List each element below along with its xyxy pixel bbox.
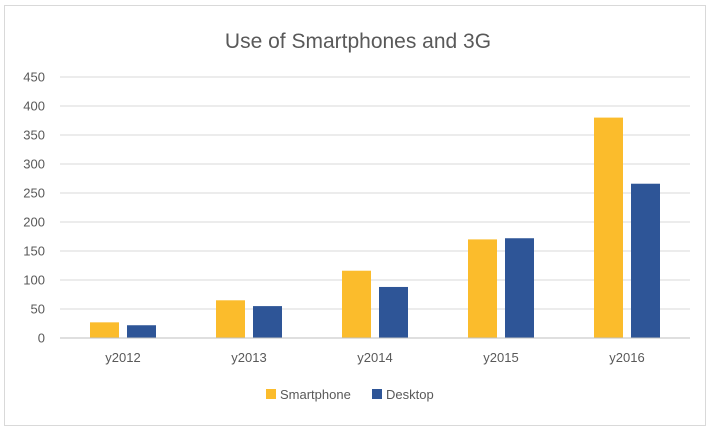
legend-label-smartphone: Smartphone bbox=[280, 387, 351, 402]
y-axis-ticks: 0 50 100 150 200 250 300 350 400 450 bbox=[23, 70, 45, 346]
y-tick-label: 0 bbox=[38, 331, 45, 346]
bars bbox=[90, 117, 660, 338]
gridlines bbox=[60, 76, 690, 310]
bar-smartphone-y2015 bbox=[468, 239, 497, 338]
y-tick-label: 200 bbox=[23, 215, 45, 230]
bar-smartphone-y2013 bbox=[216, 300, 245, 338]
bar-desktop-y2016 bbox=[631, 183, 660, 338]
x-tick-label: y2016 bbox=[609, 350, 644, 365]
bar-smartphone-y2012 bbox=[90, 322, 119, 338]
y-tick-label: 150 bbox=[23, 244, 45, 259]
legend: Smartphone Desktop bbox=[266, 387, 434, 402]
x-tick-label: y2014 bbox=[357, 350, 392, 365]
chart-title: Use of Smartphones and 3G bbox=[225, 30, 491, 53]
bar-smartphone-y2016 bbox=[594, 117, 623, 338]
y-tick-label: 50 bbox=[31, 302, 45, 317]
bar-desktop-y2013 bbox=[253, 306, 282, 338]
legend-swatch-smartphone bbox=[266, 389, 276, 399]
y-tick-label: 400 bbox=[23, 99, 45, 114]
x-tick-label: y2015 bbox=[483, 350, 518, 365]
legend-swatch-desktop bbox=[372, 389, 382, 399]
bar-desktop-y2012 bbox=[127, 325, 156, 338]
bar-desktop-y2014 bbox=[379, 286, 408, 338]
y-tick-label: 350 bbox=[23, 128, 45, 143]
x-axis-ticks: y2012 y2013 y2014 y2015 y2016 bbox=[105, 350, 644, 365]
x-tick-label: y2013 bbox=[231, 350, 266, 365]
y-tick-label: 300 bbox=[23, 157, 45, 172]
y-tick-label: 450 bbox=[23, 70, 45, 85]
y-tick-label: 250 bbox=[23, 186, 45, 201]
y-tick-label: 100 bbox=[23, 273, 45, 288]
legend-label-desktop: Desktop bbox=[386, 387, 434, 402]
x-tick-label: y2012 bbox=[105, 350, 140, 365]
chart-frame bbox=[4, 5, 706, 426]
bar-smartphone-y2014 bbox=[342, 270, 371, 338]
bar-desktop-y2015 bbox=[505, 238, 534, 338]
